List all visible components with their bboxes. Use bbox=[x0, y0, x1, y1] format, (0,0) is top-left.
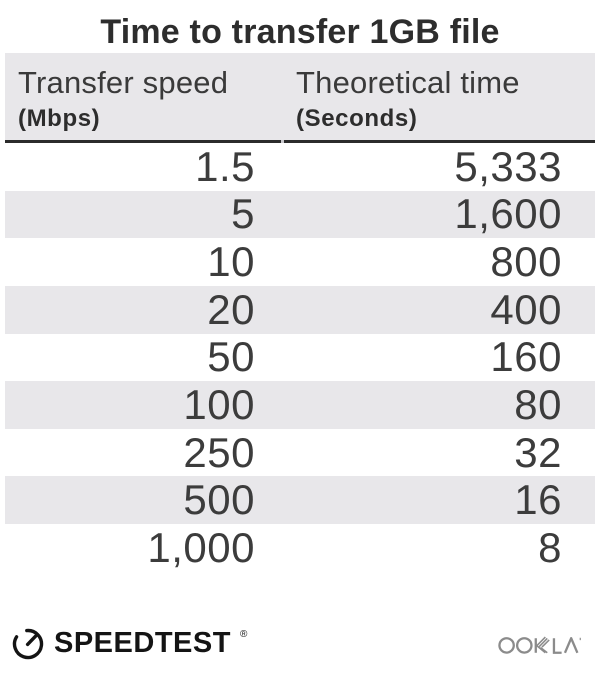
header-transfer-speed: Transfer speed (Mbps) bbox=[5, 53, 283, 140]
header-theoretical-time-label: Theoretical time bbox=[296, 65, 520, 100]
speedtest-registered-mark: ® bbox=[239, 628, 248, 640]
footer: SPEEDTEST ® bbox=[0, 615, 600, 677]
page-title: Time to transfer 1GB file bbox=[100, 13, 500, 51]
time-cell: 80 bbox=[514, 381, 562, 429]
time-cell: 8 bbox=[538, 523, 562, 571]
table-row: 1.5 5,333 bbox=[5, 143, 595, 191]
table-header-row: Transfer speed (Mbps) Theoretical time (… bbox=[5, 53, 595, 143]
speedtest-gauge-icon bbox=[10, 625, 46, 662]
ookla-logo bbox=[498, 630, 586, 657]
time-cell: 400 bbox=[490, 285, 562, 333]
time-cell: 5,333 bbox=[454, 142, 562, 190]
speed-cell: 50 bbox=[207, 333, 255, 381]
header-theoretical-time: Theoretical time (Seconds) bbox=[283, 53, 595, 140]
table-row: 20 400 bbox=[5, 286, 595, 334]
time-cell: 32 bbox=[514, 428, 562, 476]
table-row: 1,000 8 bbox=[5, 524, 595, 572]
speed-cell: 250 bbox=[183, 428, 255, 476]
speedtest-logo: SPEEDTEST ® bbox=[10, 625, 248, 662]
time-cell: 160 bbox=[490, 333, 562, 381]
speed-cell: 500 bbox=[183, 476, 255, 524]
header-transfer-speed-unit: (Mbps) bbox=[18, 105, 101, 132]
time-cell: 16 bbox=[514, 476, 562, 524]
header-theoretical-time-unit: (Seconds) bbox=[296, 105, 418, 132]
speedtest-wordmark: SPEEDTEST bbox=[54, 626, 231, 659]
table-row: 10 800 bbox=[5, 238, 595, 286]
speed-cell: 5 bbox=[231, 190, 255, 238]
header-transfer-speed-label: Transfer speed bbox=[18, 65, 229, 100]
time-cell: 1,600 bbox=[454, 190, 562, 238]
table-row: 100 80 bbox=[5, 381, 595, 429]
table-row: 250 32 bbox=[5, 429, 595, 477]
speed-cell: 10 bbox=[207, 238, 255, 286]
table-body: 1.5 5,333 5 1,600 10 800 20 400 50 160 bbox=[5, 143, 595, 572]
speed-cell: 100 bbox=[183, 381, 255, 429]
ookla-wordmark-icon bbox=[498, 636, 581, 654]
time-cell: 800 bbox=[490, 238, 562, 286]
table-row: 50 160 bbox=[5, 333, 595, 382]
speed-cell: 1.5 bbox=[195, 142, 255, 190]
speed-cell: 20 bbox=[207, 285, 255, 333]
speed-cell: 1,000 bbox=[147, 523, 255, 571]
header-divider-notch bbox=[281, 140, 284, 143]
transfer-time-table: Transfer speed (Mbps) Theoretical time (… bbox=[5, 53, 595, 572]
table-row: 500 16 bbox=[5, 476, 595, 525]
table-row: 5 1,600 bbox=[5, 190, 595, 239]
